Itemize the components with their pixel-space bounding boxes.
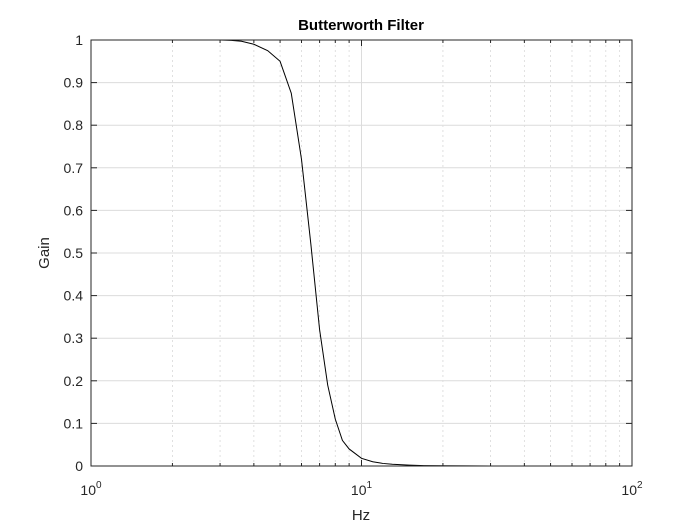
- y-tick-label: 0.1: [64, 415, 84, 431]
- axis-ticks: [90, 39, 633, 467]
- x-tick-exponent: 2: [637, 480, 643, 491]
- y-tick-label: 0.2: [64, 373, 84, 389]
- y-tick-label: 1: [75, 32, 83, 48]
- x-tick-base: 10: [80, 482, 96, 498]
- y-tick-label: 0.4: [64, 288, 84, 304]
- y-tick-label: 0.7: [64, 160, 84, 176]
- y-axis-label: Gain: [36, 237, 53, 269]
- x-tick-label: 102: [621, 480, 643, 498]
- x-tick-label: 101: [351, 480, 373, 498]
- x-tick-labels: 100 101 102: [80, 480, 643, 498]
- y-tick-labels: 0 0.1 0.2 0.3 0.4 0.5 0.6 0.7 0.8 0.9 1: [64, 32, 84, 474]
- x-tick-exponent: 1: [367, 480, 373, 491]
- minor-grid: [172, 40, 621, 466]
- y-tick-label: 0.8: [64, 117, 84, 133]
- y-tick-label: 0.5: [64, 245, 84, 261]
- y-tick-label: 0.6: [64, 202, 84, 218]
- x-axis-label: Hz: [352, 507, 370, 524]
- y-tick-label: 0.9: [64, 75, 84, 91]
- x-tick-exponent: 0: [96, 480, 102, 491]
- x-tick-base: 10: [621, 482, 637, 498]
- x-tick-label: 100: [80, 480, 102, 498]
- y-tick-label: 0.3: [64, 330, 84, 346]
- x-tick-base: 10: [351, 482, 367, 498]
- chart-title: Butterworth Filter: [298, 17, 424, 34]
- y-tick-label: 0: [75, 458, 83, 474]
